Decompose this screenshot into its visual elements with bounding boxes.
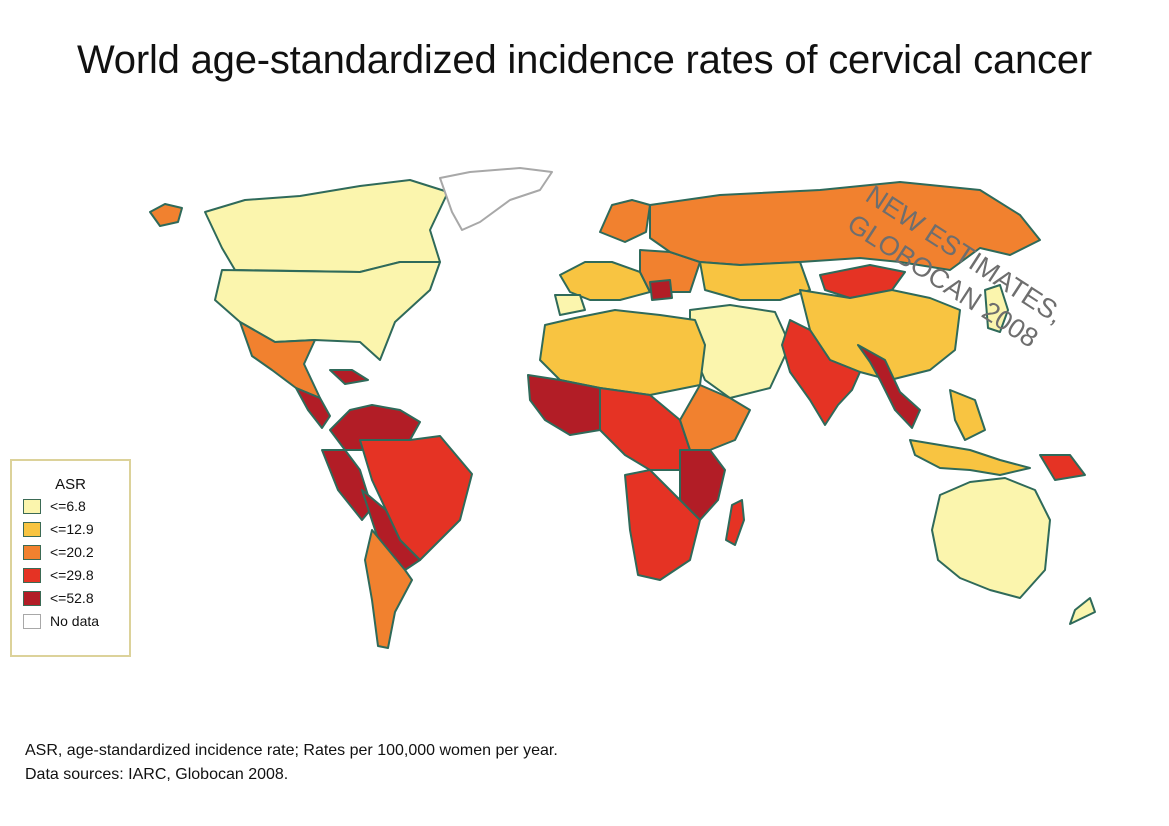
region-australia	[931, 477, 1051, 599]
region-indonesia	[909, 439, 1031, 476]
legend-label: <=12.9	[50, 521, 94, 537]
footnote-line-1: ASR, age-standardized incidence rate; Ra…	[25, 742, 558, 759]
legend-swatch	[23, 522, 41, 537]
region-central-africa	[599, 387, 691, 471]
region-cuba	[329, 369, 369, 385]
region-papua	[1039, 454, 1086, 481]
region-philippines	[949, 389, 986, 441]
region-iberia	[554, 294, 586, 316]
region-southeast-asia	[857, 344, 921, 429]
world-map	[149, 167, 1096, 649]
map-legend: ASR <=6.8 <=12.9 <=20.2 <=29.8 <=52.8 No…	[10, 459, 131, 657]
region-peru-andes	[321, 449, 373, 521]
region-scandinavia	[599, 199, 651, 243]
region-horn-of-africa	[679, 384, 751, 451]
legend-label: <=52.8	[50, 590, 94, 606]
region-new-zealand	[1069, 597, 1096, 625]
region-romania	[649, 279, 673, 301]
region-southern-africa	[624, 469, 701, 581]
legend-label: No data	[50, 613, 100, 629]
legend-swatch	[23, 614, 41, 629]
legend-swatch	[23, 591, 41, 606]
legend-swatch	[23, 568, 41, 583]
region-canada	[204, 179, 449, 273]
footnote-line-2: Data sources: IARC, Globocan 2008.	[25, 766, 289, 783]
legend-label: <=29.8	[50, 567, 94, 583]
region-central-america	[295, 387, 331, 429]
region-argentina-chile	[364, 529, 413, 649]
region-greenland	[439, 167, 553, 231]
region-central-asia	[699, 261, 811, 301]
region-russia	[649, 181, 1041, 271]
region-japan	[984, 284, 1009, 333]
legend-swatch	[23, 545, 41, 560]
region-brazil	[359, 435, 473, 561]
page-title: World age-standardized incidence rates o…	[76, 38, 1093, 82]
region-alaska	[149, 203, 183, 227]
legend-title: ASR	[55, 476, 86, 493]
region-india	[781, 319, 861, 426]
legend-label: <=20.2	[50, 544, 94, 560]
legend-swatch	[23, 499, 41, 514]
region-north-africa	[539, 309, 706, 396]
region-colombia-venezuela	[329, 404, 421, 451]
region-madagascar	[725, 499, 745, 546]
legend-label: <=6.8	[50, 498, 86, 514]
